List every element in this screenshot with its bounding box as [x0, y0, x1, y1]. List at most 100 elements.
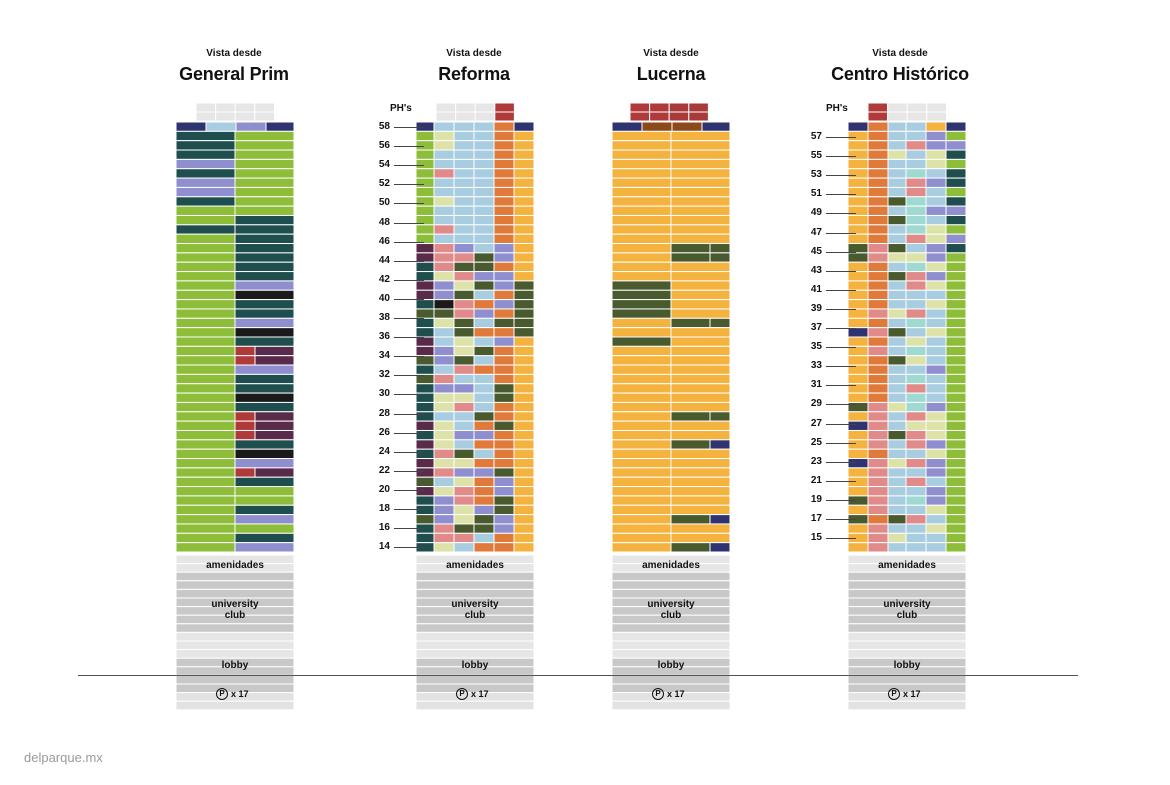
podium-floor	[415, 640, 535, 651]
unit-block	[415, 345, 435, 357]
unit-block	[453, 514, 475, 525]
unit-block	[453, 420, 475, 431]
floor-number: 36	[378, 331, 390, 343]
unit-block	[493, 233, 515, 245]
unit-block	[234, 439, 295, 450]
floor-tick	[394, 375, 424, 377]
unit-block	[887, 448, 907, 460]
unit-block	[175, 364, 236, 375]
floor-number: 37	[810, 322, 822, 333]
unit-block	[433, 327, 455, 338]
penthouse-block	[234, 102, 256, 113]
unit-block	[433, 420, 455, 431]
unit-block	[867, 448, 889, 460]
unit-block	[493, 476, 515, 488]
unit-block	[867, 299, 889, 310]
unit-block	[493, 289, 515, 301]
lobby-label: lobby	[461, 660, 489, 671]
unit-block	[925, 411, 947, 422]
unit-block	[415, 420, 435, 431]
floor-number: 55	[810, 150, 822, 162]
unit-block	[670, 186, 731, 198]
unit-block	[611, 308, 672, 319]
unit-block	[175, 439, 236, 450]
unit-block	[473, 373, 495, 385]
unit-block	[473, 130, 495, 142]
unit-block	[887, 373, 907, 385]
unit-block	[473, 467, 495, 478]
unit-block	[945, 261, 967, 273]
floor-number: 29	[810, 398, 822, 410]
floor-number: 44	[378, 254, 390, 266]
unit-block	[433, 121, 455, 132]
unit-block	[670, 196, 731, 207]
unit-block	[513, 177, 535, 188]
unit-block	[473, 523, 495, 534]
unit-block	[453, 317, 475, 329]
unit-block	[473, 289, 495, 301]
unit-block	[905, 252, 927, 263]
unit-block	[493, 299, 515, 310]
floor-number: 23	[810, 455, 822, 467]
unit-block	[453, 224, 475, 235]
view-title: Reforma	[438, 64, 510, 84]
floor-number: 51	[810, 188, 822, 200]
unit-block	[234, 243, 295, 254]
unit-block	[611, 523, 672, 534]
unit-block	[415, 130, 435, 142]
unit-block	[887, 271, 907, 282]
unit-block	[175, 373, 236, 385]
floor-number: 49	[810, 207, 822, 219]
floor-tick	[394, 356, 424, 358]
unit-block	[175, 467, 236, 478]
unit-block	[513, 252, 535, 263]
unit-block	[473, 476, 495, 488]
unit-block	[611, 420, 672, 431]
unit-block	[905, 486, 927, 497]
unit-block	[234, 317, 295, 329]
unit-block	[433, 532, 455, 544]
unit-block	[887, 252, 907, 263]
unit-block	[887, 392, 907, 403]
podium-floor	[415, 580, 535, 590]
unit-block	[847, 158, 869, 170]
unit-block	[433, 355, 455, 366]
unit-block	[945, 345, 967, 357]
penthouse-block	[474, 111, 496, 122]
unit-block	[513, 121, 535, 132]
floor-tick	[394, 318, 424, 319]
unit-block	[847, 317, 869, 329]
floor-tick	[826, 156, 856, 158]
floor-tick	[826, 499, 856, 501]
unit-block	[945, 121, 967, 132]
penthouse-block	[887, 102, 908, 113]
unit-block	[473, 439, 495, 450]
unit-block	[473, 495, 495, 506]
floor-tick	[394, 528, 424, 530]
unit-block	[234, 271, 295, 282]
unit-block	[867, 383, 889, 394]
unit-block	[670, 289, 731, 301]
floor-number: 41	[810, 283, 822, 295]
unit-block	[175, 504, 236, 516]
unit-block	[175, 168, 236, 179]
floor-tick	[394, 413, 424, 415]
floor-tick	[826, 480, 856, 482]
podium-floor	[175, 588, 295, 599]
unit-block	[493, 458, 515, 469]
podium-floor	[175, 631, 295, 642]
unit-block	[925, 186, 947, 198]
unit-block	[945, 158, 967, 170]
unit-block	[945, 243, 967, 254]
floor-tick	[826, 232, 856, 234]
unit-block	[611, 205, 672, 216]
unit-block	[925, 504, 947, 516]
unit-block	[847, 373, 869, 385]
unit-block	[493, 214, 515, 226]
floor-number: 46	[378, 235, 390, 247]
floor-number: 34	[378, 350, 390, 362]
unit-block	[415, 186, 435, 198]
unit-block	[175, 542, 236, 553]
penthouse-block	[215, 111, 236, 122]
